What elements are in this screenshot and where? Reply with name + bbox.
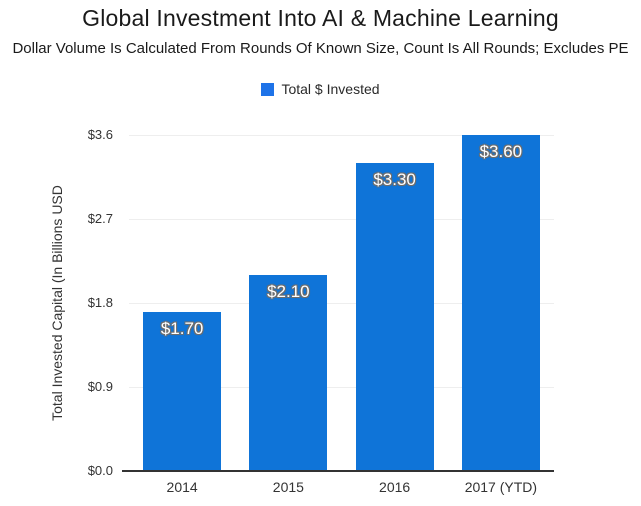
bar-value-label: $2.10 <box>267 282 310 301</box>
bar-value-label: $1.70 <box>160 319 204 339</box>
bar-2017YTD: $3.60 <box>461 135 540 471</box>
x-tick-label: 2016 <box>379 479 411 495</box>
bar-value-label: $3.30 <box>373 170 416 189</box>
gridline <box>129 387 554 388</box>
gridline <box>129 303 554 304</box>
x-tick-label: 2014 <box>166 479 198 495</box>
bar-2014: $1.70 <box>143 312 222 471</box>
x-tick-label: 2015 <box>272 479 304 495</box>
gridline <box>129 135 554 136</box>
bar-2015: $2.10 <box>249 275 328 471</box>
y-tick-label: $0.9 <box>87 379 113 394</box>
y-tick-label: $1.8 <box>87 295 113 310</box>
bar-2016: $3.30 <box>355 163 434 471</box>
y-tick-label: $2.7 <box>87 211 113 226</box>
legend-label: Total $ Invested <box>281 81 380 97</box>
chart-title: Global Investment Into AI & Machine Lear… <box>82 5 559 31</box>
chart-subtitle: Dollar Volume Is Calculated From Rounds … <box>12 40 629 57</box>
x-axis-baseline <box>122 470 554 472</box>
y-tick-label: $3.6 <box>87 127 113 142</box>
y-tick-label: $0.0 <box>87 463 113 478</box>
legend: Total $ Invested <box>0 81 641 97</box>
x-tick-label: 2017 (YTD) <box>464 479 538 495</box>
bar-value-label: $3.60 <box>479 142 523 161</box>
gridline <box>129 219 554 220</box>
legend-swatch-icon <box>261 82 275 96</box>
